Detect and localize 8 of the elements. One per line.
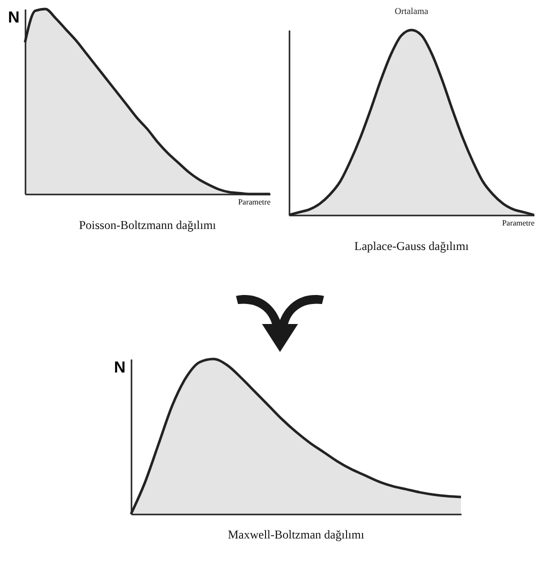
- x-axis-title: Parametre: [502, 218, 535, 228]
- annotation: Ortalama: [394, 6, 428, 16]
- text: Poisson-Boltzmann dağılımı: [79, 218, 217, 232]
- y-axis-title: N: [8, 10, 20, 26]
- x-axis-title: Parametre: [238, 198, 271, 206]
- text: Maxwell-Boltzman dağılımı: [228, 527, 365, 542]
- text: Laplace-Gauss dağılımı: [354, 239, 470, 253]
- y-axis-title: N: [114, 360, 126, 376]
